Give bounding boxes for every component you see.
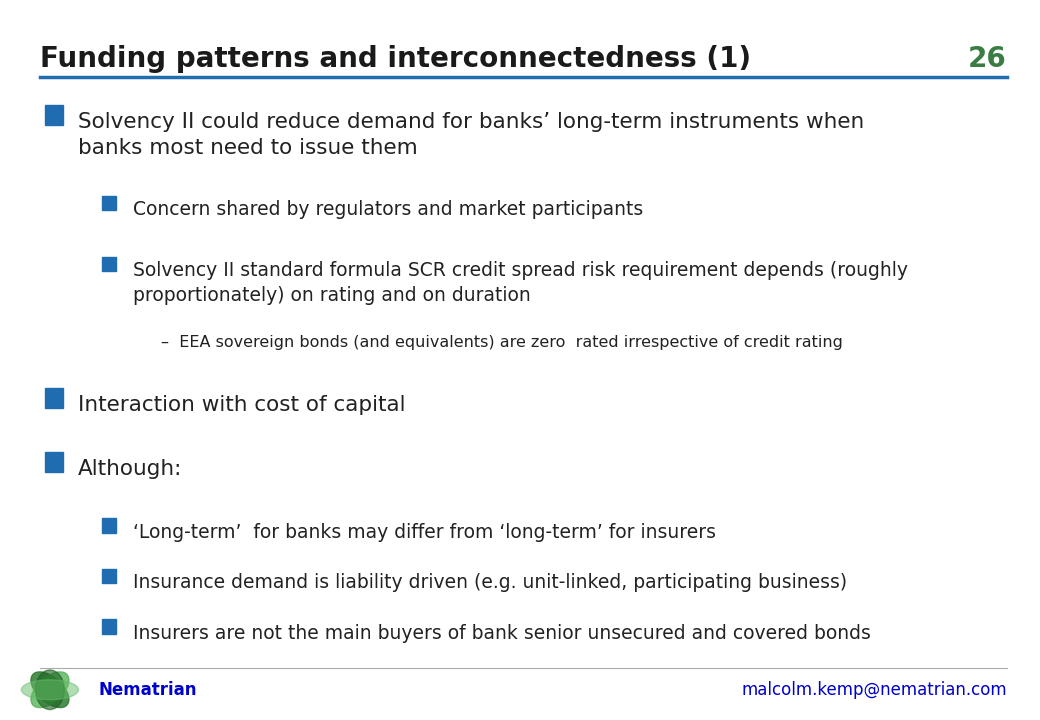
Text: Interaction with cost of capital: Interaction with cost of capital: [78, 395, 406, 415]
Text: Solvency II standard formula SCR credit spread risk requirement depends (roughly: Solvency II standard formula SCR credit …: [133, 261, 908, 305]
Text: –  EEA sovereign bonds (and equivalents) are zero  rated irrespective of credit : – EEA sovereign bonds (and equivalents) …: [161, 335, 843, 350]
Text: Concern shared by regulators and market participants: Concern shared by regulators and market …: [133, 200, 644, 219]
Bar: [45, 452, 63, 472]
Ellipse shape: [31, 672, 69, 708]
Text: Funding patterns and interconnectedness (1): Funding patterns and interconnectedness …: [40, 45, 751, 73]
Bar: [45, 387, 63, 408]
Text: malcolm.kemp@nematrian.com: malcolm.kemp@nematrian.com: [742, 681, 1007, 698]
Bar: [102, 196, 115, 210]
Text: 26: 26: [968, 45, 1007, 73]
Bar: [102, 569, 115, 583]
Text: Although:: Although:: [78, 459, 182, 480]
Bar: [102, 518, 115, 533]
Text: ‘Long-term’  for banks may differ from ‘long-term’ for insurers: ‘Long-term’ for banks may differ from ‘l…: [133, 523, 717, 541]
Text: Insurers are not the main buyers of bank senior unsecured and covered bonds: Insurers are not the main buyers of bank…: [133, 624, 870, 642]
Bar: [102, 257, 115, 271]
Ellipse shape: [31, 672, 69, 708]
Bar: [102, 619, 115, 634]
Text: Solvency II could reduce demand for banks’ long-term instruments when
banks most: Solvency II could reduce demand for bank…: [78, 112, 864, 158]
Ellipse shape: [35, 670, 64, 710]
Ellipse shape: [21, 680, 79, 700]
Text: Insurance demand is liability driven (e.g. unit-linked, participating business): Insurance demand is liability driven (e.…: [133, 573, 848, 592]
Bar: [45, 105, 63, 125]
Text: Nematrian: Nematrian: [99, 681, 198, 698]
